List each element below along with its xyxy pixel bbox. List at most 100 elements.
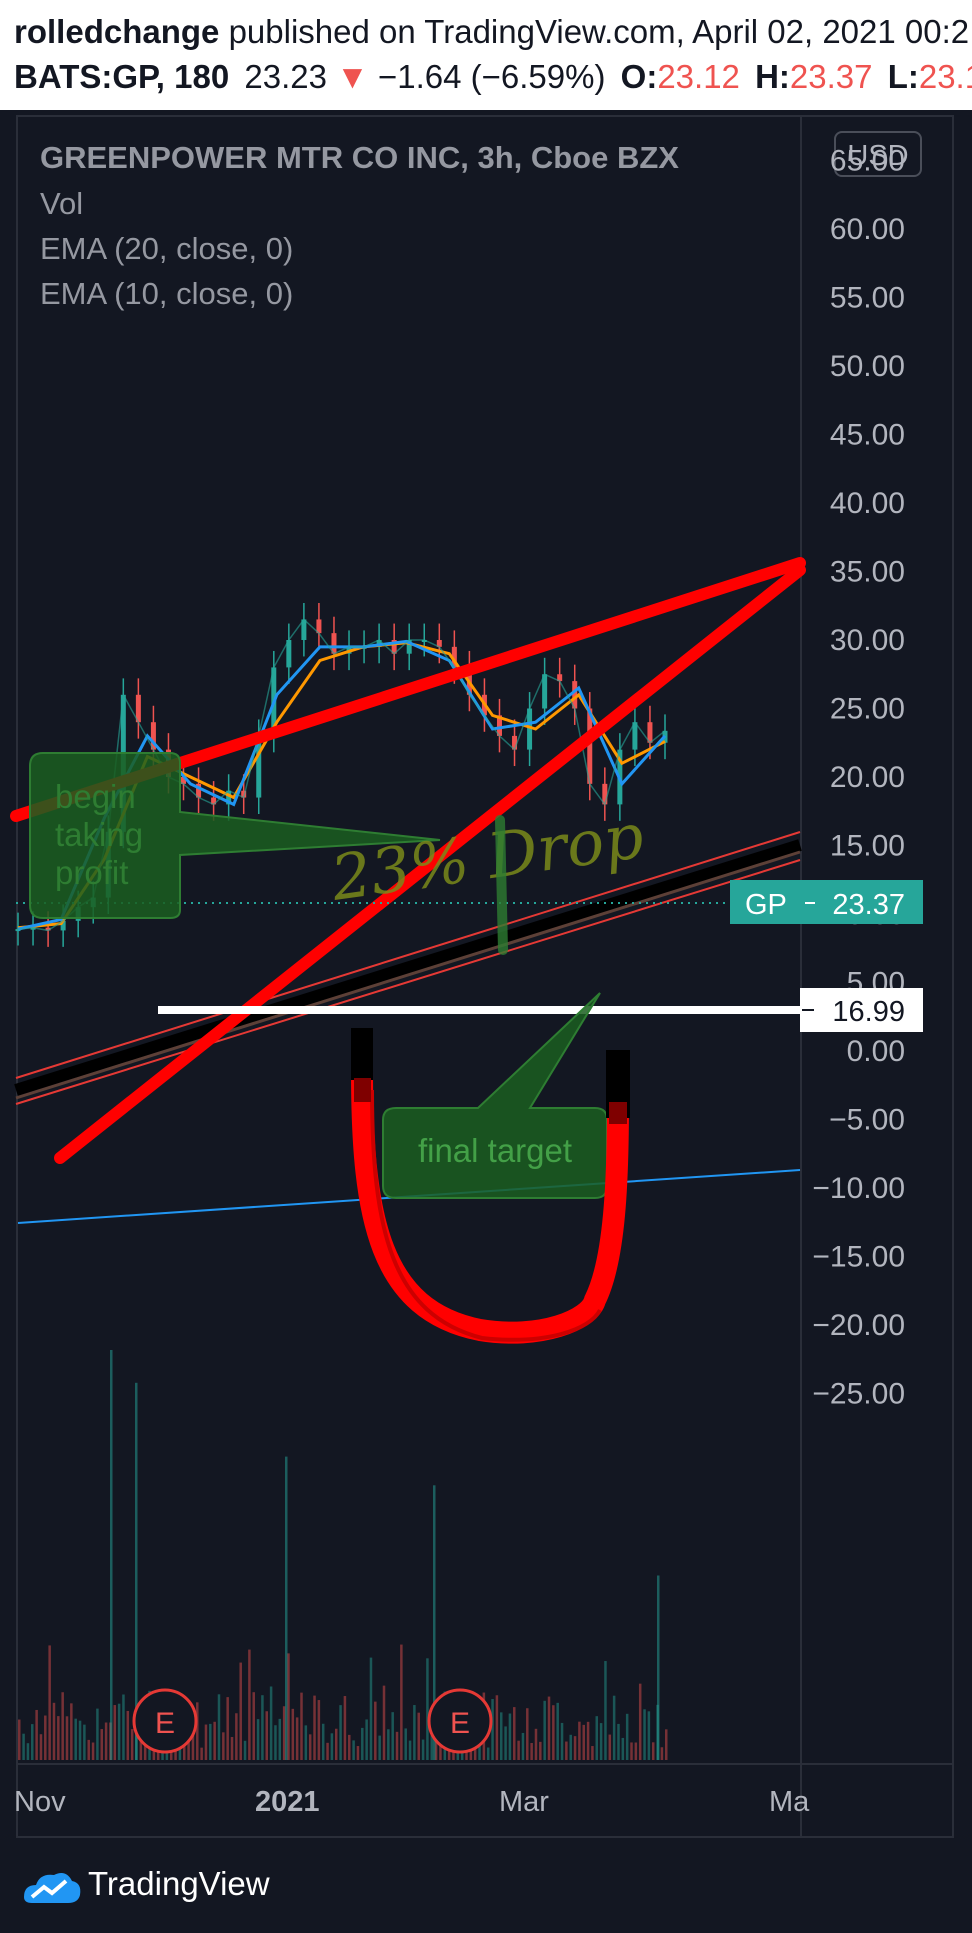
last-price-tag[interactable]: GP 23.37 bbox=[730, 880, 923, 924]
volume-bar bbox=[313, 1695, 316, 1760]
volume-bar bbox=[421, 1739, 425, 1760]
price-tag-value: 23.37 bbox=[832, 889, 905, 921]
volume-bar bbox=[256, 1719, 260, 1760]
candle-body bbox=[135, 694, 141, 723]
volume-bar bbox=[621, 1737, 625, 1760]
volume-bar bbox=[382, 1685, 386, 1760]
x-tick-nov: Nov bbox=[14, 1786, 66, 1818]
volume-bar bbox=[491, 1699, 494, 1760]
volume-bar bbox=[295, 1717, 299, 1760]
volume-bar bbox=[104, 1722, 108, 1760]
channel-lower-red-line[interactable] bbox=[15, 859, 801, 1105]
magnet-drawing[interactable] bbox=[351, 1028, 630, 1344]
volume-bar bbox=[395, 1731, 399, 1760]
volume-bar bbox=[183, 1739, 186, 1760]
candle-body bbox=[211, 797, 217, 805]
volume-bar bbox=[499, 1712, 503, 1760]
volume-bar bbox=[26, 1743, 30, 1760]
candle-body bbox=[436, 640, 442, 647]
volume-bar bbox=[74, 1718, 77, 1760]
legend-title[interactable]: GREENPOWER MTR CO INC, 3h, Cboe BZX bbox=[40, 140, 679, 175]
candle-body bbox=[241, 790, 247, 798]
candle-body bbox=[542, 674, 548, 709]
volume-bar bbox=[239, 1662, 242, 1760]
legend-ema20[interactable]: EMA (20, close, 0) bbox=[40, 231, 293, 266]
candle-body bbox=[181, 777, 187, 784]
price-axis[interactable]: 65.00 60.00 55.00 50.00 45.00 40.00 35.00 30.00… bbox=[812, 145, 905, 1411]
earnings-marker-1-label: E bbox=[155, 1707, 175, 1740]
volume-bar bbox=[339, 1705, 342, 1760]
legend-vol[interactable]: Vol bbox=[40, 186, 83, 221]
volume-bar bbox=[22, 1733, 25, 1760]
volume-bar bbox=[87, 1739, 90, 1760]
publish-line: rolledchange published on TradingView.co… bbox=[14, 10, 969, 54]
volume-bar bbox=[265, 1711, 269, 1760]
volume-bar bbox=[39, 1734, 43, 1760]
volume-bar bbox=[31, 1724, 34, 1760]
volume-bar bbox=[569, 1734, 572, 1760]
tradingview-logo-icon[interactable] bbox=[20, 1867, 84, 1907]
candle-body bbox=[587, 708, 593, 784]
y-tick-label: 55.00 bbox=[830, 282, 905, 315]
volume-bar bbox=[504, 1726, 507, 1760]
y-tick-label: 30.00 bbox=[830, 624, 905, 657]
volume-bar bbox=[630, 1742, 633, 1760]
volume-bar bbox=[230, 1737, 234, 1760]
callout-line-1: begin bbox=[55, 778, 136, 815]
time-axis[interactable]: Nov 2021 Mar Ma bbox=[14, 1786, 810, 1818]
x-tick-may: Ma bbox=[769, 1786, 810, 1818]
candle-body bbox=[45, 927, 51, 931]
volume-bar bbox=[434, 1727, 438, 1760]
y-tick-label: 40.00 bbox=[830, 487, 905, 520]
channel-upper-red-line[interactable] bbox=[15, 831, 801, 1079]
volume-bar bbox=[91, 1742, 95, 1760]
volume-bar bbox=[44, 1715, 47, 1760]
volume-bar bbox=[187, 1731, 190, 1760]
currency-label: USD bbox=[847, 140, 908, 172]
low-value: 23.1 bbox=[918, 58, 972, 95]
channel-dark-line bbox=[15, 850, 801, 1100]
volume-bar bbox=[526, 1708, 529, 1760]
y-tick-label: −25.00 bbox=[812, 1378, 905, 1411]
volume-bar bbox=[235, 1713, 238, 1760]
volume-bar bbox=[52, 1702, 56, 1760]
volume-bar bbox=[413, 1705, 416, 1760]
symbol-line: BATS:GP, 180 23.23 ▼ −1.64 (−6.59%) O:23… bbox=[14, 55, 972, 99]
volume-bar bbox=[439, 1744, 442, 1760]
volume-bar bbox=[387, 1729, 390, 1760]
wedge-lower-trendline[interactable] bbox=[54, 564, 806, 1164]
author-name[interactable]: rolledchange bbox=[14, 13, 220, 50]
begin-taking-profit-callout[interactable]: begin taking profit bbox=[29, 752, 441, 919]
volume-bar bbox=[248, 1649, 251, 1760]
final-target-callout[interactable]: final target bbox=[382, 992, 608, 1199]
volume-bar bbox=[274, 1725, 277, 1760]
volume-bar bbox=[486, 1747, 490, 1760]
earnings-marker-2[interactable]: E bbox=[427, 1688, 493, 1754]
channel-black-line[interactable] bbox=[14, 839, 802, 1096]
candle-body bbox=[451, 646, 457, 668]
volume-peak-bar bbox=[433, 1485, 436, 1760]
legend-ema10[interactable]: EMA (10, close, 0) bbox=[40, 276, 293, 311]
volume-bar bbox=[300, 1692, 303, 1760]
volume-bar bbox=[139, 1731, 143, 1760]
volume-bar bbox=[191, 1727, 195, 1760]
y-tick-label: 20.00 bbox=[830, 761, 905, 794]
volume-bar bbox=[130, 1729, 134, 1760]
y-tick-label: −5.00 bbox=[829, 1104, 905, 1137]
volume-bar bbox=[660, 1747, 664, 1760]
level-tag[interactable]: 16.99 bbox=[800, 988, 923, 1032]
volume-bar bbox=[517, 1740, 520, 1760]
currency-button[interactable]: USD bbox=[834, 131, 922, 177]
chart-canvas[interactable]: begin taking profit 23% Drop final targe… bbox=[0, 0, 972, 1840]
chart-frame bbox=[16, 115, 954, 1838]
price-change: −1.64 (−6.59%) bbox=[377, 58, 606, 95]
earnings-marker-1[interactable]: E bbox=[132, 1688, 198, 1754]
symbol-label[interactable]: BATS:GP, 180 bbox=[14, 58, 230, 95]
price-line bbox=[17, 618, 666, 932]
volume-bar bbox=[573, 1736, 577, 1760]
volume-bar bbox=[317, 1700, 321, 1760]
volume-bar bbox=[617, 1723, 620, 1760]
footer-brand[interactable]: TradingView bbox=[88, 1865, 270, 1902]
volume-bar bbox=[126, 1710, 130, 1760]
volume-bar bbox=[269, 1686, 273, 1760]
